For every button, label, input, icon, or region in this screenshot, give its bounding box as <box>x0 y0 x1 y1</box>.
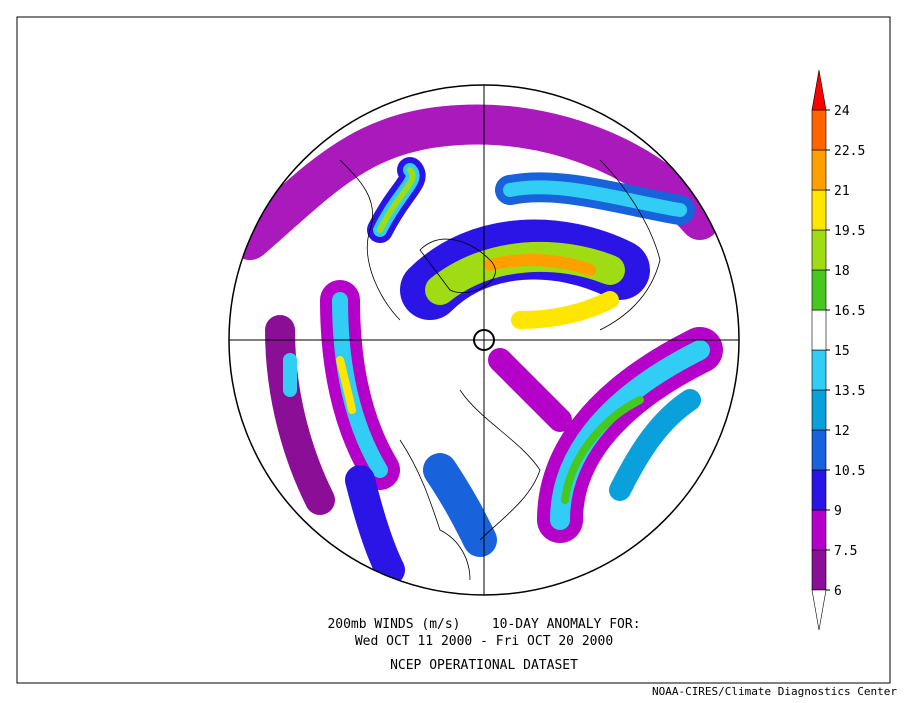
colorbar-tick-label: 9 <box>834 504 842 519</box>
date-range: Wed OCT 11 2000 - Fri OCT 20 2000 <box>355 634 613 649</box>
colorbar-tick-label: 22.5 <box>834 144 865 159</box>
colorbar-band <box>811 149 827 191</box>
title: 200mb WINDS (m/s) 10-DAY ANOMALY FOR: <box>327 617 640 632</box>
colorbar-band <box>811 349 827 391</box>
pole-marker <box>473 329 495 351</box>
colorbar-band <box>811 109 827 151</box>
colorbar-band <box>811 269 827 311</box>
colorbar-band <box>811 189 827 231</box>
colorbar-tick-label: 10.5 <box>834 464 865 479</box>
colorbar-tick-label: 15 <box>834 344 850 359</box>
colorbar-tick-label: 21 <box>834 184 850 199</box>
colorbar-band <box>811 549 827 591</box>
wind-field <box>230 104 723 585</box>
colorbar-tick-label: 12 <box>834 424 850 439</box>
credit: NOAA-CIRES/Climate Diagnostics Center <box>652 685 897 698</box>
colorbar-tick-label: 16.5 <box>834 304 865 319</box>
colorbar-band <box>811 429 827 471</box>
colorbar-tick-label: 7.5 <box>834 544 857 559</box>
dataset-label: NCEP OPERATIONAL DATASET <box>390 658 578 673</box>
colorbar-tick-label: 24 <box>834 104 850 119</box>
colorbar: 6 7.5 9 10.5 12 13.5 15 16.5 18 19.5 21 22.5 24 <box>811 69 865 631</box>
colorbar-tick-label: 6 <box>834 584 842 599</box>
colorbar-band <box>811 229 827 271</box>
colorbar-tick-label: 18 <box>834 264 850 279</box>
colorbar-extend-below <box>811 589 827 631</box>
colorbar-band <box>811 309 827 351</box>
colorbar-band <box>811 509 827 551</box>
colorbar-extend-above <box>811 69 827 111</box>
colorbar-band <box>811 389 827 431</box>
colorbar-tick-label: 13.5 <box>834 384 865 399</box>
colorbar-tick-label: 19.5 <box>834 224 865 239</box>
colorbar-band <box>811 469 827 511</box>
